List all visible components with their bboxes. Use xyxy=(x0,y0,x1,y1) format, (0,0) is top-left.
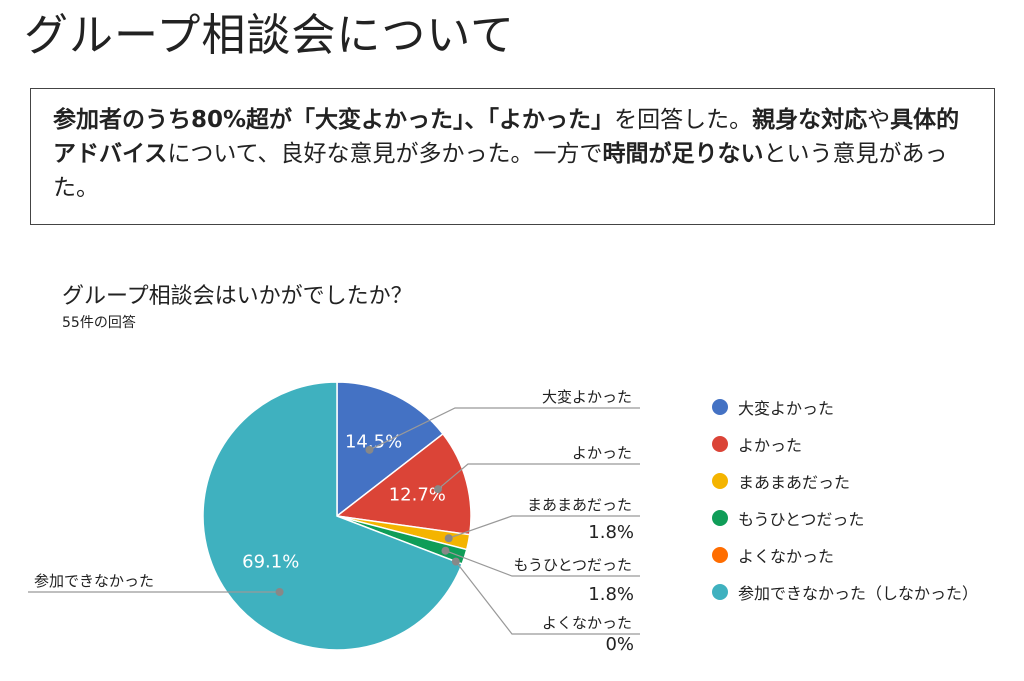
legend-item: 大変よかった xyxy=(712,388,978,425)
legend-item: 参加できなかった（しなかった） xyxy=(712,573,978,610)
callout-line xyxy=(437,463,640,490)
legend-label: もうひとつだった xyxy=(738,509,865,529)
callout-line xyxy=(445,550,640,577)
slice-callout-label: まあまあだった xyxy=(527,496,632,514)
callout-dot xyxy=(365,445,374,454)
legend-swatch xyxy=(712,583,728,600)
chart-title: グループ相談会はいかがでしたか？ xyxy=(62,284,413,309)
callout-dot xyxy=(444,534,453,543)
slice-callout-label: よかった xyxy=(572,444,632,462)
legend-item: よかった xyxy=(712,425,978,462)
pie-slice xyxy=(335,432,472,536)
slice-callout-label: よくなかった xyxy=(542,614,632,632)
legend-label: 参加できなかった（しなかった） xyxy=(738,583,979,603)
legend-label: よくなかった xyxy=(738,546,835,566)
legend-swatch xyxy=(712,472,728,489)
slice-callout-value: 1.8% xyxy=(588,584,634,605)
slice-callout-value: 1.8% xyxy=(588,522,634,543)
slice-value-label: 69.1% xyxy=(242,552,299,573)
slice-value-label: 12.7% xyxy=(389,485,446,506)
summary-phrase: を回答した。 xyxy=(614,107,753,133)
summary-bold-phrase: 親身な対応 xyxy=(752,107,868,133)
legend-item: まあまあだった xyxy=(712,462,978,499)
legend-label: 大変よかった xyxy=(738,398,835,418)
summary-bold-phrase: 時間が足りない xyxy=(602,141,764,167)
legend-swatch xyxy=(712,435,728,452)
callout-dot xyxy=(275,588,284,596)
legend-swatch xyxy=(712,509,728,526)
legend-label: よかった xyxy=(738,435,803,455)
callout-dot xyxy=(434,485,443,494)
legend-item: よくなかった xyxy=(712,536,978,573)
callout-line xyxy=(455,561,640,635)
slice-callout-value: 0% xyxy=(605,634,634,655)
legend-swatch xyxy=(712,546,728,563)
callout-dot xyxy=(441,546,450,555)
chart-subtitle: 55件の回答 xyxy=(62,315,136,331)
legend-item: もうひとつだった xyxy=(712,499,978,536)
chart-legend: 大変よかった よかったまあまあだった もうひとつだった よくなかった参加できなかった（… xyxy=(712,388,978,610)
legend-swatch xyxy=(712,398,728,415)
callout-line xyxy=(448,515,640,539)
slice-callout-label: 参加できなかった xyxy=(34,572,154,590)
summary-text: 参加者のうち80%超が「大変よかった」、「よかった」を回答した。親身な対応や具体… xyxy=(53,107,959,201)
summary-bold-phrase: 具体的アドバイス xyxy=(53,107,960,167)
summary-box: 参加者のうち80%超が「大変よかった」、「よかった」を回答した。親身な対応や具体… xyxy=(30,88,995,225)
summary-phrase: という意見があった。 xyxy=(53,141,948,201)
page-title: グループ相談会について xyxy=(24,10,516,61)
legend-label: まあまあだった xyxy=(738,472,851,492)
summary-phrase: や xyxy=(867,107,891,133)
slice-callout-label: 大変よかった xyxy=(542,388,632,406)
callout-dot xyxy=(451,557,460,566)
slice-value-label: 14.5% xyxy=(345,431,402,452)
summary-phrase: について、良好な意見が多かった。一方で xyxy=(167,141,603,167)
summary-bold-phrase: 参加者のうち80%超が「大変よかった」、「よかった」 xyxy=(53,107,615,133)
slice-callout-label: もうひとつだった xyxy=(513,556,632,574)
callout-line xyxy=(369,407,640,451)
pie-slice xyxy=(336,381,445,518)
